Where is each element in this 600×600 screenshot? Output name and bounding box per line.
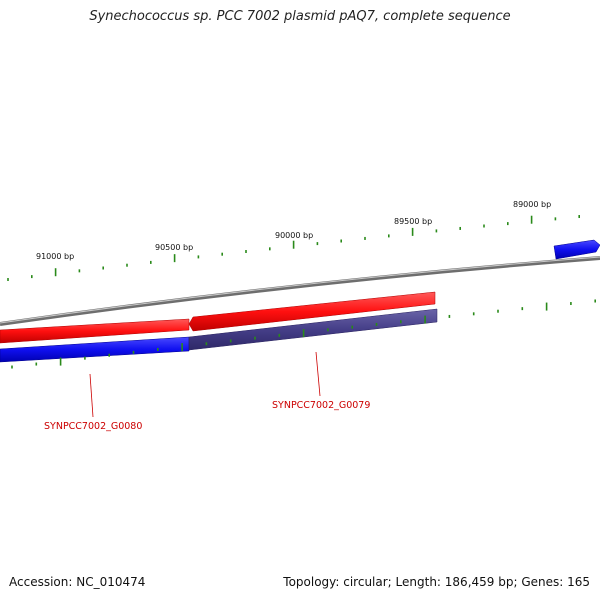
gene-leader-line-g0079	[315, 351, 321, 397]
scale-label-90000: 90000 bp	[275, 231, 313, 240]
scale-ticks	[7, 215, 597, 369]
gene-arrow-top-right[interactable]	[553, 239, 600, 260]
scale-label-89000: 89000 bp	[513, 200, 551, 209]
plasmid-backbone	[0, 256, 600, 326]
gene-label-synpcc7002-g0080[interactable]: SYNPCC7002_G0080	[44, 421, 142, 432]
gene-arrow-synpcc7002-g0080-reverse[interactable]	[0, 336, 190, 363]
plasmid-backbone-highlight	[0, 256, 600, 324]
gene-leader-line-g0080	[89, 373, 94, 418]
accession-text: Accession: NC_010474	[9, 575, 146, 589]
gene-arrow-synpcc7002-g0079-forward[interactable]	[188, 291, 436, 332]
scale-label-91000: 91000 bp	[36, 252, 74, 261]
gene-arrow-synpcc7002-g0079-reverse[interactable]	[188, 308, 438, 351]
gene-arrow-synpcc7002-g0080-forward[interactable]	[0, 318, 190, 344]
topology-summary: Topology: circular; Length: 186,459 bp; …	[283, 575, 590, 589]
scale-label-90500: 90500 bp	[155, 243, 193, 252]
scale-label-89500: 89500 bp	[394, 217, 432, 226]
map-title: Synechococcus sp. PCC 7002 plasmid pAQ7,…	[89, 9, 511, 24]
gene-label-synpcc7002-g0079[interactable]: SYNPCC7002_G0079	[272, 400, 370, 411]
